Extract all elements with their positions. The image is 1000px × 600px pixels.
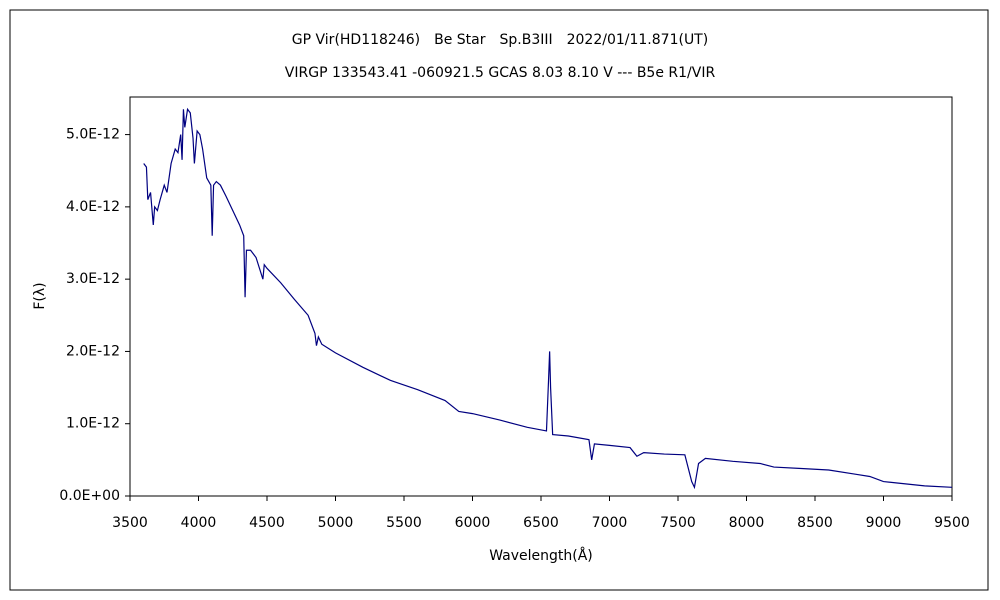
spectrum-line [143, 107, 953, 490]
chart-subtitle: VIRGP 133543.41 -060921.5 GCAS 8.03 8.10… [285, 65, 716, 81]
x-tick-label: 9000 [866, 515, 902, 531]
x-tick-label: 8000 [729, 515, 765, 531]
y-tick-label: 0.0E+00 [59, 488, 120, 504]
x-tick-label: 4000 [181, 515, 217, 531]
y-tick-label: 5.0E-12 [66, 127, 120, 143]
x-tick-label: 3500 [112, 515, 148, 531]
x-tick-label: 4500 [249, 515, 285, 531]
chart-frame [9, 9, 989, 591]
x-tick-label: 6000 [455, 515, 491, 531]
y-axis-label: F(λ) [32, 282, 48, 309]
y-tick-label: 3.0E-12 [66, 271, 120, 287]
x-axis-label: Wavelength(Å) [489, 547, 593, 564]
x-tick-label: 6500 [523, 515, 559, 531]
y-tick-label: 4.0E-12 [66, 199, 120, 215]
y-tick-label: 1.0E-12 [66, 416, 120, 432]
x-tick-label: 5500 [386, 515, 422, 531]
x-tick-label: 7500 [660, 515, 696, 531]
x-tick-label: 5000 [318, 515, 354, 531]
x-tick-label: 7000 [592, 515, 628, 531]
y-tick-label: 2.0E-12 [66, 343, 120, 359]
chart-title: GP Vir(HD118246) Be Star Sp.B3III 2022/0… [292, 32, 708, 48]
x-tick-label: 8500 [797, 515, 833, 531]
x-tick-label: 9500 [934, 515, 970, 531]
